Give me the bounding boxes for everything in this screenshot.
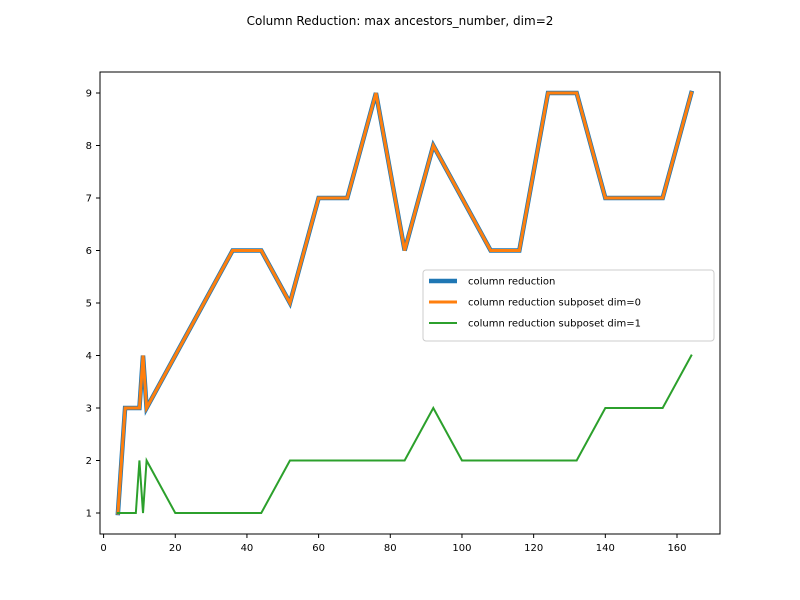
legend-label: column reduction	[468, 277, 555, 288]
y-axis: 1 2 3 4 5 6 7 8 9	[86, 89, 100, 520]
y-tick-label: 7	[86, 194, 92, 205]
x-tick-label: 160	[667, 543, 686, 554]
legend-label: column reduction subposet dim=1	[468, 319, 641, 330]
y-tick-label: 3	[86, 404, 92, 415]
x-tick-label: 60	[312, 543, 325, 554]
x-tick-label: 80	[384, 543, 397, 554]
x-tick-label: 120	[524, 543, 543, 554]
y-tick-label: 5	[86, 299, 92, 310]
y-tick-label: 8	[86, 141, 92, 152]
legend-label: column reduction subposet dim=0	[468, 298, 641, 309]
y-tick-label: 9	[86, 89, 92, 100]
legend: column reduction column reduction subpose…	[422, 269, 715, 342]
series-line-2	[116, 91, 694, 515]
y-tick-label: 2	[86, 456, 92, 467]
series-layer	[115, 90, 695, 516]
series-line-3	[116, 354, 693, 514]
y-tick-label: 4	[86, 351, 92, 362]
x-tick-label: 140	[596, 543, 615, 554]
legend-box	[422, 269, 715, 342]
x-tick-label: 40	[241, 543, 254, 554]
y-tick-label: 1	[86, 509, 92, 520]
y-tick-label: 6	[86, 246, 92, 257]
chart-title: Column Reduction: max ancestors_number, …	[247, 14, 554, 28]
x-tick-label: 100	[452, 543, 471, 554]
x-axis: 0 20 40 60 80 100 120 140 160	[100, 534, 687, 554]
x-tick-label: 0	[100, 543, 106, 554]
x-tick-label: 20	[169, 543, 182, 554]
